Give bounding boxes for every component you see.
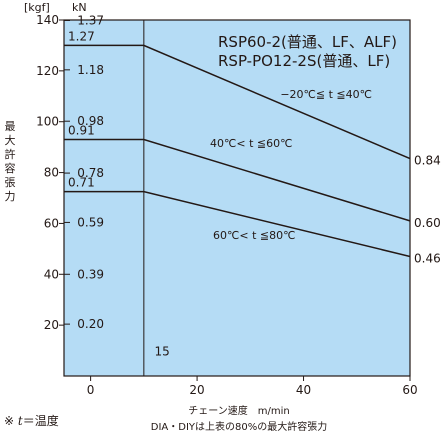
x-tick-label: 60 <box>402 383 417 397</box>
y-tick-label-kn: 0.39 <box>77 267 104 281</box>
footnote-variable: t <box>17 414 23 428</box>
y-tick-label-kgf: 40 <box>44 267 59 281</box>
plot-area <box>64 20 410 376</box>
x-tick-label: 40 <box>296 383 311 397</box>
y-tick-label-kgf: 80 <box>44 166 59 180</box>
y-axis-label-char: 最 <box>4 120 16 133</box>
series-line <box>64 138 411 222</box>
chart-title-line: RSP60-2(普通、LF、ALF) <box>218 33 397 51</box>
y-axis-label-char: 力 <box>4 190 16 203</box>
y-tick-label-kn: 1.37 <box>77 14 104 28</box>
series-end-label: 0.60 <box>414 216 441 230</box>
footnote-temperature: ※ t＝温度 <box>4 412 59 429</box>
x-tick-label: 0 <box>87 383 95 397</box>
y-axis-label: 最 大 許 容 張 力 <box>3 120 17 204</box>
series-start-label: 0.71 <box>68 176 95 190</box>
annotation-label: 15 <box>154 345 169 359</box>
series-name-label: 60℃< t ≦80℃ <box>213 229 295 242</box>
y-tick-label-kn: 0.59 <box>77 215 104 229</box>
y-axis-label-char: 張 <box>4 176 16 189</box>
unit-kgf: [kgf] <box>24 1 50 14</box>
series-end-label: 0.46 <box>414 251 441 265</box>
y-tick-label-kgf: 20 <box>44 318 59 332</box>
footnote-mark: ※ <box>4 414 18 428</box>
series-start-label: 1.27 <box>68 29 95 43</box>
y-tick-label-kn: 1.18 <box>77 63 104 77</box>
y-tick-label-kn: 0.20 <box>77 317 104 331</box>
series-name-label: −20℃≦ t ≦40℃ <box>280 88 372 101</box>
plot-frame <box>63 19 411 377</box>
series-line <box>64 190 411 258</box>
y-axis-label-char: 大 <box>4 134 16 147</box>
x-axis-label: チェーン速度 m/min <box>188 406 290 417</box>
series-line <box>64 44 411 160</box>
y-tick-label-kgf: 120 <box>36 64 59 78</box>
series-end-label: 0.84 <box>414 154 441 168</box>
y-tick-label-kgf: 60 <box>44 216 59 230</box>
footnote-definition: ＝温度 <box>22 414 59 428</box>
y-tick-label-kgf: 100 <box>36 115 59 129</box>
series-name-label: 40℃< t ≦60℃ <box>210 137 292 150</box>
footnote-dia-diy: DIA・DIYは上表の80%の最大許容張力 <box>150 422 328 433</box>
y-tick-label-kn: 0.78 <box>77 166 104 180</box>
y-axis-label-char: 許 <box>4 148 16 161</box>
unit-kn: kN <box>72 1 87 14</box>
y-tick-label-kgf: 140 <box>36 13 59 27</box>
y-axis-label-char: 容 <box>4 162 16 175</box>
y-tick-label-kn: 0.98 <box>77 114 104 128</box>
x-tick-label: 20 <box>189 383 204 397</box>
chart-title-line: RSP-PO12-2S(普通、LF) <box>218 52 390 70</box>
series-start-label: 0.91 <box>68 124 95 138</box>
